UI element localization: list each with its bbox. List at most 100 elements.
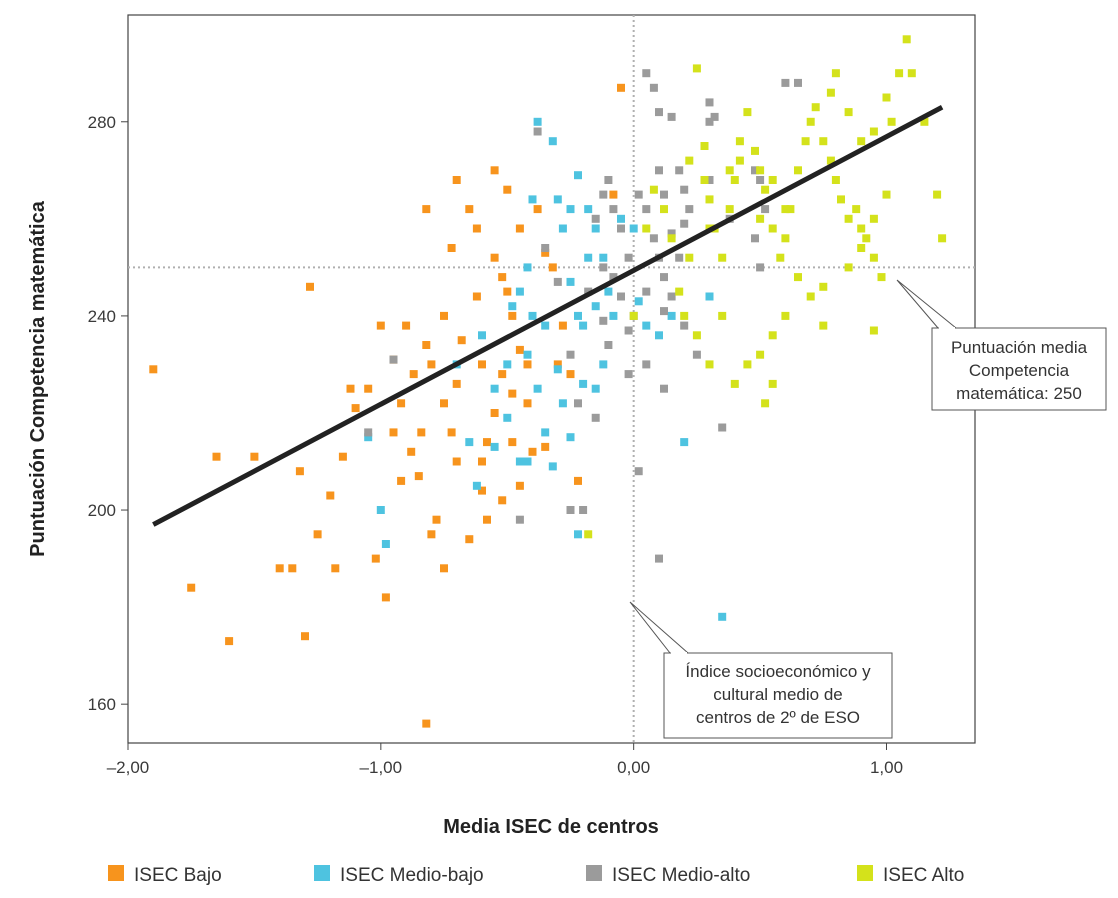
- scatter-point-isec-medio-bajo: [599, 360, 608, 369]
- scatter-point-isec-bajo: [407, 447, 416, 456]
- scatter-point-isec-bajo: [508, 389, 517, 398]
- scatter-points: [149, 35, 947, 728]
- scatter-point-isec-alto: [882, 93, 891, 102]
- scatter-point-isec-alto: [862, 234, 871, 243]
- scatter-point-isec-medio-alto: [364, 428, 373, 437]
- scatter-point-isec-bajo: [478, 457, 486, 466]
- scatter-point-isec-medio-bajo: [579, 379, 588, 388]
- scatter-point-isec-bajo: [440, 564, 448, 573]
- scatter-point-isec-medio-alto: [685, 205, 694, 214]
- scatter-point-isec-medio-alto: [655, 108, 663, 117]
- scatter-point-isec-medio-bajo: [604, 287, 613, 296]
- scatter-point-isec-bajo: [313, 530, 322, 539]
- scatter-point-isec-bajo: [440, 399, 448, 408]
- mean-isec-callout-line-3: centros de 2º de ESO: [696, 708, 860, 727]
- scatter-point-isec-alto: [768, 176, 777, 184]
- mean-isec-callout-box: [663, 652, 893, 739]
- scatter-point-isec-medio-bajo: [528, 311, 537, 320]
- scatter-point-isec-bajo: [432, 515, 441, 524]
- scatter-point-isec-medio-alto: [617, 292, 625, 301]
- scatter-point-isec-bajo: [490, 409, 499, 417]
- scatter-point-isec-medio-alto: [599, 190, 608, 199]
- scatter-point-isec-medio-alto: [655, 554, 663, 563]
- scatter-point-isec-medio-alto: [794, 78, 802, 87]
- scatter-point-isec-bajo: [498, 370, 507, 379]
- scatter-point-isec-alto: [844, 263, 853, 272]
- scatter-point-isec-alto: [877, 273, 886, 282]
- scatter-point-isec-medio-bajo: [548, 462, 557, 471]
- scatter-point-isec-bajo: [523, 399, 532, 408]
- scatter-point-isec-medio-bajo: [642, 321, 651, 330]
- scatter-point-isec-medio-bajo: [579, 321, 588, 330]
- scatter-point-isec-alto: [938, 234, 947, 243]
- legend-item-isec-bajo: ISEC Bajo: [108, 865, 222, 886]
- scatter-point-isec-bajo: [427, 530, 436, 539]
- scatter-point-isec-bajo: [397, 476, 406, 485]
- scatter-point-isec-alto: [649, 185, 658, 194]
- scatter-point-isec-alto: [857, 244, 866, 252]
- scatter-point-isec-medio-alto: [751, 234, 759, 243]
- scatter-point-isec-medio-bajo: [364, 433, 373, 442]
- scatter-point-isec-medio-bajo: [574, 530, 582, 539]
- x-tick-label: –2,00: [107, 758, 150, 777]
- scatter-point-isec-bajo: [472, 292, 481, 301]
- scatter-point-isec-medio-bajo: [617, 214, 625, 223]
- mean-isec-callout-pointer: [629, 601, 689, 654]
- scatter-point-isec-alto: [819, 321, 828, 330]
- scatter-point-isec-alto: [730, 176, 739, 184]
- scatter-point-isec-alto: [882, 190, 891, 199]
- scatter-point-isec-alto: [756, 166, 765, 175]
- scatter-point-isec-alto: [751, 146, 759, 155]
- scatter-point-isec-medio-alto: [566, 350, 575, 359]
- scatter-point-isec-medio-bajo: [533, 384, 542, 393]
- scatter-point-isec-medio-alto: [634, 467, 643, 476]
- scatter-point-isec-bajo: [301, 632, 309, 641]
- scatter-point-isec-bajo: [523, 360, 532, 369]
- scatter-point-isec-medio-alto: [761, 205, 770, 214]
- scatter-point-isec-medio-alto: [574, 399, 582, 408]
- scatter-point-isec-alto: [705, 195, 714, 204]
- scatter-point-isec-medio-alto: [667, 292, 676, 301]
- scatter-point-isec-medio-bajo: [381, 540, 390, 548]
- scatter-point-isec-medio-bajo: [490, 384, 499, 393]
- scatter-point-isec-alto: [756, 350, 765, 359]
- scatter-point-isec-bajo: [288, 564, 297, 573]
- scatter-point-isec-medio-bajo: [376, 506, 385, 514]
- scatter-point-isec-alto: [735, 156, 744, 165]
- scatter-point-isec-medio-bajo: [705, 292, 714, 301]
- scatter-point-isec-bajo: [295, 467, 304, 476]
- scatter-point-isec-alto: [735, 137, 744, 146]
- scatter-point-isec-medio-bajo: [465, 438, 474, 447]
- scatter-point-isec-medio-bajo: [541, 428, 550, 437]
- scatter-point-isec-bajo: [483, 438, 491, 447]
- scatter-point-isec-medio-alto: [675, 166, 684, 175]
- scatter-point-isec-medio-bajo: [508, 302, 517, 311]
- legend-label-isec-alto: ISEC Alto: [883, 865, 964, 886]
- scatter-point-isec-alto: [869, 253, 878, 262]
- scatter-point-isec-alto: [806, 117, 815, 126]
- scatter-point-isec-alto: [801, 137, 810, 146]
- scatter-point-isec-medio-alto: [599, 263, 608, 272]
- scatter-point-isec-medio-alto: [553, 277, 562, 286]
- scatter-point-isec-alto: [761, 185, 770, 194]
- scatter-point-isec-alto: [811, 103, 820, 112]
- scatter-point-isec-bajo: [465, 205, 474, 214]
- scatter-point-isec-medio-bajo: [574, 311, 582, 320]
- scatter-point-isec-medio-alto: [649, 83, 658, 92]
- mean-score-callout-box: [931, 327, 1107, 411]
- scatter-point-isec-bajo: [452, 176, 461, 184]
- scatter-point-isec-medio-alto: [541, 244, 550, 252]
- scatter-point-isec-alto: [794, 166, 802, 175]
- scatter-point-isec-alto: [806, 292, 815, 301]
- scatter-point-isec-alto: [826, 156, 835, 165]
- scatter-point-isec-medio-alto: [624, 253, 633, 262]
- scatter-point-isec-alto: [685, 156, 694, 165]
- scatter-point-isec-medio-alto: [604, 176, 613, 184]
- x-axis: –2,00 –1,00 0,00 1,00: [107, 743, 903, 777]
- scatter-point-isec-medio-alto: [667, 112, 676, 121]
- scatter-point-isec-medio-alto: [718, 423, 727, 432]
- scatter-point-isec-bajo: [389, 428, 398, 437]
- scatter-point-isec-bajo: [533, 205, 542, 214]
- scatter-point-isec-medio-alto: [642, 69, 651, 78]
- legend-swatch-isec-alto: [857, 865, 873, 881]
